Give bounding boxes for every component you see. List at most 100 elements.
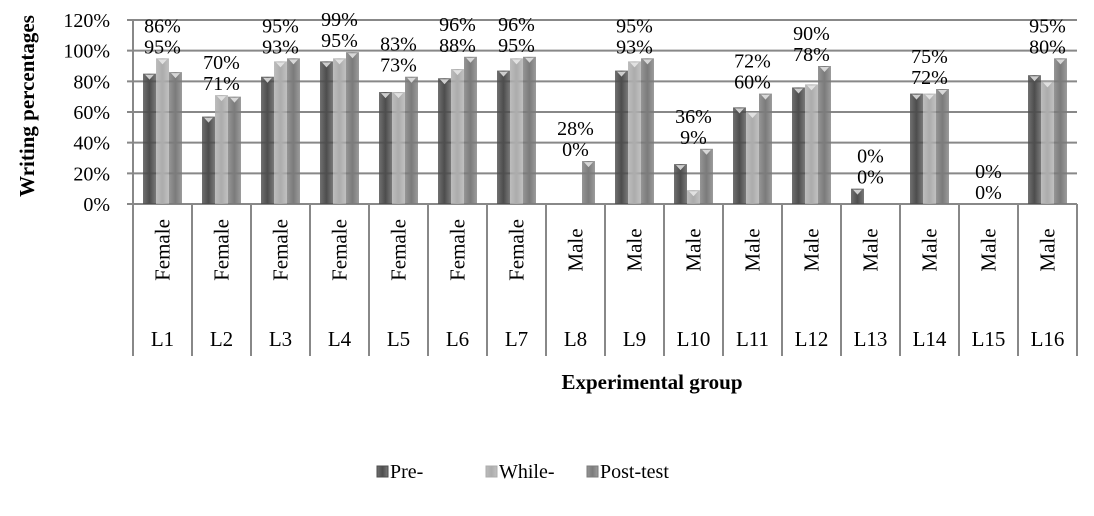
legend: Pre- While- Post-test [376, 461, 669, 483]
bar-cap [748, 113, 757, 118]
category-label: L15 [972, 327, 1006, 351]
category-label: L14 [913, 327, 947, 351]
bar-while [392, 92, 405, 204]
bar-cap [807, 85, 816, 91]
bar-posttest [405, 76, 418, 204]
bar-posttest [700, 148, 713, 204]
gender-label: Male [800, 228, 824, 271]
bar-pre [792, 87, 805, 204]
gender-label: Male [564, 228, 588, 271]
gender-label: Female [387, 219, 411, 281]
data-label: 95% [1029, 15, 1066, 37]
bar-cap [171, 73, 180, 79]
data-label: 80% [1029, 36, 1066, 58]
bar-cap [820, 67, 829, 72]
bar-cap [1030, 76, 1039, 82]
bar-cap [230, 97, 239, 103]
bar-pre [733, 107, 746, 204]
bar-cap [499, 71, 508, 77]
bar-posttest [936, 89, 949, 204]
bar-cap [584, 162, 593, 168]
y-tick-label: 100% [63, 41, 110, 63]
y-tick-label: 40% [73, 133, 110, 155]
bar-pre [379, 92, 392, 204]
legend-swatch [485, 465, 498, 478]
bar-posttest [169, 72, 182, 204]
bar-cap [643, 59, 652, 65]
bar-cap [525, 57, 534, 63]
bar-cap [617, 71, 626, 77]
data-label: 78% [793, 44, 830, 66]
gender-label: Female [505, 219, 529, 281]
category-label: L4 [328, 327, 352, 351]
bar-posttest [228, 96, 241, 204]
bar-cap [453, 70, 462, 76]
data-label: 72% [734, 51, 771, 73]
bar-pre [497, 70, 510, 204]
data-label: 0% [975, 182, 1002, 204]
bar-while [451, 69, 464, 204]
data-label: 93% [262, 36, 299, 58]
bar-cap [394, 93, 403, 99]
gender-label: Male [977, 228, 1001, 271]
gender-label: Female [269, 219, 293, 281]
bar-cap [925, 94, 934, 100]
legend-label: Post-test [600, 461, 669, 483]
gender-label: Female [151, 219, 175, 281]
category-axis: Female L1 Female L2 Female L3 Female L4 Female L5… [132, 204, 1078, 356]
data-label: 95% [262, 15, 299, 37]
bar-while [274, 61, 287, 205]
category-label: L6 [446, 327, 469, 351]
bar-posttest [287, 58, 300, 205]
category-label: L5 [387, 327, 410, 351]
gender-label: Male [741, 228, 765, 271]
bar-while [156, 58, 169, 205]
data-label: 0% [857, 146, 884, 168]
y-tick-label: 0% [83, 194, 110, 216]
category-label: L16 [1031, 327, 1065, 351]
bar-while [923, 93, 936, 204]
data-label: 86% [144, 15, 181, 37]
bar-cap [853, 189, 862, 195]
bar-cap [794, 88, 803, 94]
bar-while [215, 95, 228, 204]
bar-pre [1028, 75, 1041, 204]
bar-while [628, 61, 641, 205]
bar-cap [348, 53, 357, 59]
category-label: L8 [564, 327, 587, 351]
y-tick-label: 60% [73, 102, 110, 124]
data-label: 0% [857, 167, 884, 189]
y-axis-ticks: 0% 20% 40% 60% 80% 100% 120% [63, 10, 110, 216]
data-labels: 95%86%71%70%93%95%95%99%73%83% 88%96%95%9… [144, 9, 1066, 204]
bar-posttest [582, 161, 595, 204]
bar-pre [261, 76, 274, 204]
data-label: 95% [616, 15, 653, 37]
bar-cap [145, 74, 154, 80]
data-label: 36% [675, 106, 712, 128]
bar-cap [735, 108, 744, 114]
data-label: 60% [734, 72, 771, 94]
gender-label: Female [446, 219, 470, 281]
bar-posttest [1054, 58, 1067, 205]
gender-label: Female [328, 219, 352, 281]
gender-label: Male [1036, 228, 1060, 271]
bar-posttest [346, 52, 359, 205]
data-label: 99% [321, 9, 358, 31]
gender-label: Female [210, 219, 234, 281]
bar-cap [676, 165, 685, 171]
y-tick-label: 80% [73, 71, 110, 93]
y-tick-label: 20% [73, 163, 110, 185]
category-label: L11 [736, 327, 769, 351]
bar-cap [217, 96, 226, 102]
bar-posttest [641, 58, 654, 205]
bar-posttest [464, 56, 477, 204]
data-label: 96% [498, 14, 535, 36]
bar-cap [1056, 59, 1065, 65]
data-label: 0% [975, 161, 1002, 183]
bar-pre [851, 188, 864, 204]
category-label: L10 [677, 327, 711, 351]
data-label: 71% [203, 73, 240, 95]
data-label: 72% [911, 67, 948, 89]
bar-cap [630, 62, 639, 68]
